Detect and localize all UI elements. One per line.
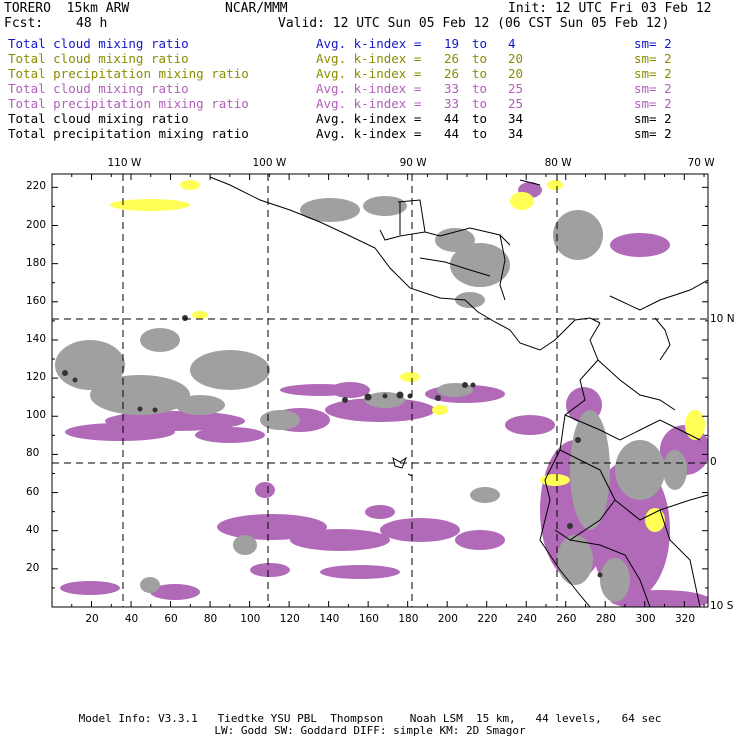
legend-sm: sm= 2: [634, 126, 672, 141]
legend-hi: 26: [444, 51, 460, 66]
lon-label: 90 W: [399, 157, 427, 169]
legend-hi: 26: [444, 66, 460, 81]
forecast-label: Fcst:: [4, 16, 44, 31]
x-tick-label: 180: [398, 613, 419, 625]
y-tick-label: 60: [26, 485, 40, 498]
lon-label: 110 W: [107, 157, 142, 169]
legend-hi: 19: [444, 36, 460, 51]
legend-field: Total cloud mixing ratio: [8, 51, 189, 66]
legend-to: to: [472, 51, 488, 66]
legend-to: to: [472, 36, 488, 51]
y-tick-label: 80: [26, 447, 40, 460]
legend-stat: Avg. k-index =: [316, 36, 429, 51]
legend-lo: 34: [508, 126, 524, 141]
legend-to: to: [472, 111, 488, 126]
lat-label: 10 N: [710, 313, 735, 325]
legend-stat: Avg. k-index =: [316, 96, 429, 111]
center-name: NCAR/MMM: [225, 1, 288, 16]
y-tick-label: 160: [26, 294, 47, 307]
legend-stat: Avg. k-index =: [316, 111, 429, 126]
legend-field: Total precipitation mixing ratio: [8, 66, 249, 81]
valid-time: Valid: 12 UTC Sun 05 Feb 12 (06 CST Sun …: [278, 16, 670, 31]
legend-sm: sm= 2: [634, 36, 672, 51]
x-tick-label: 280: [595, 613, 616, 625]
lat-label: 10 S: [710, 600, 734, 612]
legend-stat: Avg. k-index =: [316, 51, 429, 66]
model-title: TORERO 15km ARW: [4, 1, 130, 16]
map-frame: [51, 173, 709, 608]
legend-lo: 20: [508, 51, 524, 66]
forecast-hours: 48 h: [76, 16, 108, 31]
x-tick-label: 140: [319, 613, 340, 625]
legend-field: Total precipitation mixing ratio: [8, 96, 249, 111]
legend-stat: Avg. k-index =: [316, 81, 429, 96]
x-tick-label: 260: [556, 613, 577, 625]
legend-field: Total cloud mixing ratio: [8, 111, 189, 126]
legend-sm: sm= 2: [634, 51, 672, 66]
physics-info: LW: Godd SW: Goddard DIFF: simple KM: 2D…: [214, 724, 526, 737]
cloud-field-yellow: [110, 180, 705, 532]
x-tick-label: 60: [164, 613, 178, 625]
lat-label: 0: [710, 456, 717, 468]
legend-lo: 20: [508, 66, 524, 81]
y-tick-label: 180: [26, 256, 47, 269]
x-tick-label: 20: [85, 613, 99, 625]
y-tick-label: 120: [26, 371, 47, 384]
legend-field: Total precipitation mixing ratio: [8, 126, 249, 141]
legend-hi: 33: [444, 96, 460, 111]
y-tick-label: 100: [26, 409, 47, 422]
legend-to: to: [472, 126, 488, 141]
y-tick-label: 200: [26, 218, 47, 231]
init-time: Init: 12 UTC Fri 03 Feb 12: [508, 1, 712, 16]
legend-hi: 33: [444, 81, 460, 96]
legend-sm: sm= 2: [634, 81, 672, 96]
x-tick-label: 160: [358, 613, 379, 625]
legend-lo: 25: [508, 81, 524, 96]
legend-hi: 44: [444, 126, 460, 141]
legend-sm: sm= 2: [634, 111, 672, 126]
x-tick-label: 220: [477, 613, 498, 625]
legend-sm: sm= 2: [634, 96, 672, 111]
legend-stat: Avg. k-index =: [316, 66, 429, 81]
y-tick-label: 140: [26, 332, 47, 345]
y-tick-label: 40: [26, 523, 40, 536]
legend-lo: 25: [508, 96, 524, 111]
legend-to: to: [472, 66, 488, 81]
lon-label: 80 W: [544, 157, 572, 169]
legend-stat: Avg. k-index =: [316, 126, 429, 141]
x-tick-label: 300: [635, 613, 656, 625]
legend-to: to: [472, 81, 488, 96]
y-tick-label: 220: [26, 180, 47, 193]
lon-label: 100 W: [252, 157, 287, 169]
x-tick-label: 200: [437, 613, 458, 625]
lat-lon-grid: [52, 174, 708, 607]
legend-field: Total cloud mixing ratio: [8, 36, 189, 51]
legend-lo: 4: [508, 36, 516, 51]
x-tick-label: 120: [279, 613, 300, 625]
x-tick-label: 80: [203, 613, 218, 625]
x-tick-label: 240: [516, 613, 537, 625]
legend-sm: sm= 2: [634, 66, 672, 81]
legend-field: Total cloud mixing ratio: [8, 81, 189, 96]
legend-to: to: [472, 96, 488, 111]
legend-lo: 34: [508, 111, 524, 126]
model-info: Model Info: V3.3.1 Tiedtke YSU PBL Thomp…: [78, 712, 662, 725]
x-tick-label: 100: [240, 613, 261, 625]
legend-hi: 44: [444, 111, 460, 126]
y-tick-label: 20: [26, 561, 40, 574]
lon-label: 70 W: [687, 157, 715, 169]
x-tick-label: 320: [674, 613, 696, 625]
x-tick-label: 40: [124, 613, 139, 625]
